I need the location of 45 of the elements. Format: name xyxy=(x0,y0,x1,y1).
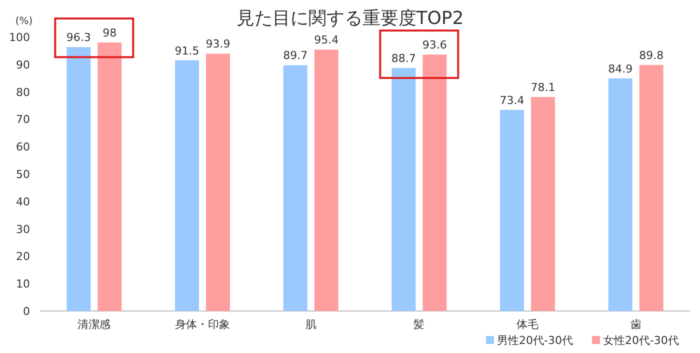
data-label: 93.9 xyxy=(206,38,230,51)
x-tick-label: 歯 xyxy=(630,318,642,331)
bar xyxy=(608,78,632,311)
bar xyxy=(531,97,555,311)
y-tick-label: 90 xyxy=(16,58,30,72)
data-label: 91.5 xyxy=(174,44,200,58)
data-label: 78.1 xyxy=(530,81,556,94)
y-tick-label: 30 xyxy=(16,222,30,236)
y-tick-label: 40 xyxy=(16,195,30,208)
y-tick-label: 60 xyxy=(16,140,30,154)
y-tick-label: 50 xyxy=(16,168,30,181)
y-tick-label: 10 xyxy=(16,278,30,291)
x-tick-label: 肌 xyxy=(305,318,316,331)
y-tick-label: 0 xyxy=(23,305,30,318)
data-label: 84.9 xyxy=(608,62,633,76)
y-tick-label: 80 xyxy=(16,86,30,99)
bar xyxy=(66,47,91,311)
x-tick-label: 髪 xyxy=(414,318,425,331)
y-tick-label: 70 xyxy=(16,113,30,126)
x-tick-label: 身体・印象 xyxy=(175,318,230,331)
x-tick-label: 体毛 xyxy=(516,318,538,331)
data-label: 93.6 xyxy=(422,38,447,52)
data-label: 89.7 xyxy=(283,49,308,62)
legend-label: 女性20代-30代 xyxy=(602,334,679,347)
bar xyxy=(422,54,447,311)
data-label: 88.7 xyxy=(391,52,416,65)
data-label: 96.3 xyxy=(66,31,91,44)
y-tick-label: 100 xyxy=(9,31,30,44)
bar xyxy=(283,65,308,311)
bar xyxy=(314,50,338,311)
chart-title: 見た目に関する重要度TOP2 xyxy=(236,8,464,29)
data-label: 98 xyxy=(102,26,117,40)
bar xyxy=(175,60,199,311)
y-axis-title: (%) xyxy=(15,16,33,27)
bar xyxy=(392,68,416,311)
data-label: 73.4 xyxy=(500,94,524,107)
legend-label: 男性20代-30代 xyxy=(497,334,573,347)
x-tick-label: 清潔感 xyxy=(78,318,111,331)
bar xyxy=(500,110,524,311)
data-label: 95.4 xyxy=(314,34,339,47)
bar xyxy=(639,64,664,311)
data-label: 89.8 xyxy=(639,48,664,62)
bar xyxy=(206,54,230,311)
y-tick-label: 20 xyxy=(16,250,30,264)
bar xyxy=(98,42,122,311)
